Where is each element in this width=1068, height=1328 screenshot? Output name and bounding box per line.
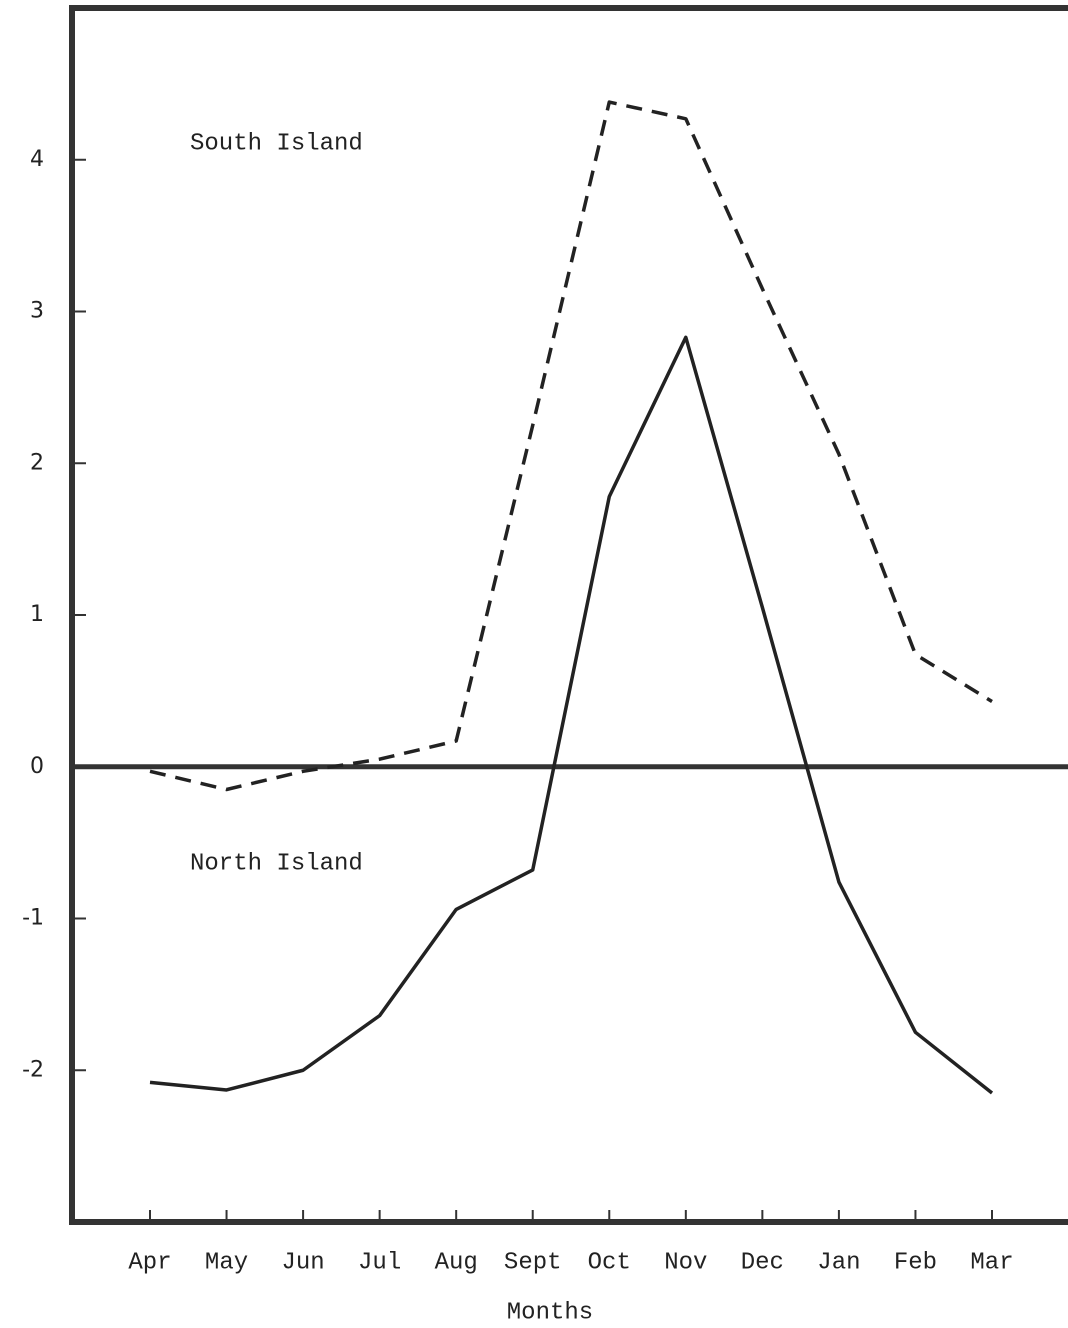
x-tick-label: Aug [435, 1249, 478, 1276]
x-tick-label: Nov [664, 1249, 707, 1276]
y-tick-label: 1 [30, 602, 44, 627]
x-tick-label: Apr [128, 1249, 171, 1276]
series-line [149, 100, 993, 792]
x-tick-label: Mar [970, 1249, 1013, 1276]
y-tick-label: 4 [30, 147, 44, 172]
series-line [149, 335, 994, 1095]
x-tick-label: Feb [894, 1249, 937, 1276]
series-label: North Island [190, 850, 363, 877]
y-tick-label: 0 [30, 754, 44, 779]
x-tick-label: Oct [588, 1249, 631, 1276]
x-tick-label: Jun [281, 1249, 324, 1276]
y-tick-label: 3 [30, 299, 44, 324]
x-tick-label: May [205, 1249, 248, 1276]
y-tick-label: -1 [22, 906, 44, 931]
x-tick-label: Jan [817, 1249, 860, 1276]
y-tick-label: 2 [30, 450, 44, 475]
x-tick-label: Jul [358, 1249, 401, 1276]
x-tick-label: Sept [504, 1249, 562, 1276]
x-tick-label: Dec [741, 1249, 784, 1276]
series-label: South Island [190, 130, 363, 157]
plot-frame [69, 5, 1068, 1225]
y-tick-label: -2 [22, 1057, 44, 1082]
x-axis-label: Months [507, 1299, 593, 1326]
